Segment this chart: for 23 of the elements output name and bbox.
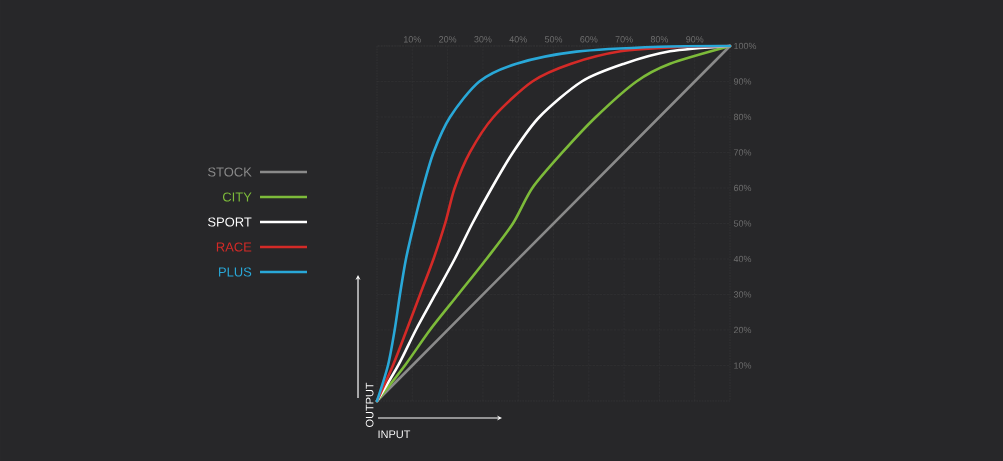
- y-tick-label: 20%: [733, 326, 752, 334]
- x-tick-label: 80%: [650, 36, 669, 43]
- y-tick-label: 40%: [733, 255, 752, 263]
- y-tick-label: 100%: [734, 42, 757, 50]
- x-tick-label: 20%: [439, 36, 457, 43]
- legend-label: RACE: [216, 242, 252, 252]
- y-tick-label: 90%: [733, 78, 752, 85]
- y-tick-label: 30%: [733, 291, 752, 298]
- x-tick-label: 30%: [474, 36, 492, 43]
- y-tick-label: 50%: [733, 220, 752, 227]
- x-tick-label: 10%: [404, 36, 421, 43]
- x-tick-label: 90%: [686, 36, 704, 43]
- x-tick-label: 60%: [580, 36, 598, 43]
- legend-label: CITY: [222, 192, 252, 202]
- x-tick-label: 50%: [544, 36, 563, 43]
- legend-label: STOCK: [208, 167, 252, 177]
- legend-label: PLUS: [219, 267, 252, 277]
- y-axis-title: OUTPUT: [365, 382, 374, 427]
- y-tick-label: 60%: [733, 184, 752, 192]
- x-axis-title: INPUT: [378, 430, 411, 439]
- x-tick-label: 40%: [509, 36, 527, 43]
- y-tick-label: 80%: [733, 113, 752, 121]
- legend-label: SPORT: [208, 217, 252, 227]
